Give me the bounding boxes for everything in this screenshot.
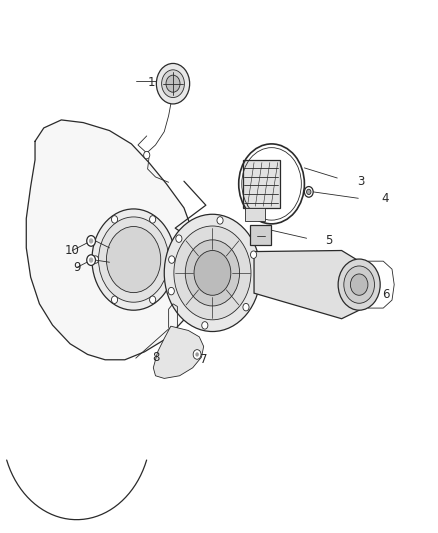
Circle shape [144, 151, 150, 159]
Circle shape [149, 216, 156, 223]
Circle shape [164, 214, 261, 332]
Circle shape [304, 187, 313, 197]
FancyBboxPatch shape [250, 225, 271, 245]
Circle shape [194, 251, 231, 295]
Circle shape [168, 287, 174, 295]
Circle shape [89, 257, 93, 263]
Circle shape [89, 238, 93, 244]
Text: 8: 8 [152, 351, 159, 364]
Text: 1: 1 [147, 76, 155, 89]
Circle shape [111, 296, 117, 303]
Text: 5: 5 [325, 235, 332, 247]
Circle shape [243, 303, 249, 311]
Circle shape [193, 350, 201, 359]
Circle shape [92, 256, 99, 263]
Circle shape [185, 240, 240, 306]
Circle shape [111, 216, 117, 223]
Circle shape [87, 236, 95, 246]
Circle shape [350, 274, 368, 295]
Circle shape [162, 70, 184, 98]
Circle shape [174, 226, 251, 320]
Circle shape [251, 251, 257, 259]
Circle shape [166, 75, 180, 92]
Text: 3: 3 [358, 175, 365, 188]
Circle shape [106, 227, 161, 293]
Circle shape [344, 266, 374, 303]
Circle shape [92, 209, 175, 310]
Polygon shape [26, 120, 197, 360]
Circle shape [217, 217, 223, 224]
Text: 6: 6 [381, 288, 389, 301]
Circle shape [156, 63, 190, 104]
Circle shape [87, 255, 95, 265]
Text: 4: 4 [381, 192, 389, 205]
Circle shape [176, 235, 182, 243]
Text: 7: 7 [200, 353, 208, 366]
Circle shape [99, 217, 169, 302]
Circle shape [338, 259, 380, 310]
Circle shape [169, 256, 175, 263]
Text: 10: 10 [65, 244, 80, 257]
Polygon shape [153, 326, 204, 378]
Polygon shape [254, 251, 370, 319]
Circle shape [195, 352, 199, 357]
Circle shape [202, 321, 208, 329]
Polygon shape [245, 208, 265, 221]
Circle shape [307, 189, 311, 195]
Circle shape [149, 296, 156, 303]
Text: 9: 9 [73, 261, 81, 274]
FancyBboxPatch shape [243, 160, 280, 208]
